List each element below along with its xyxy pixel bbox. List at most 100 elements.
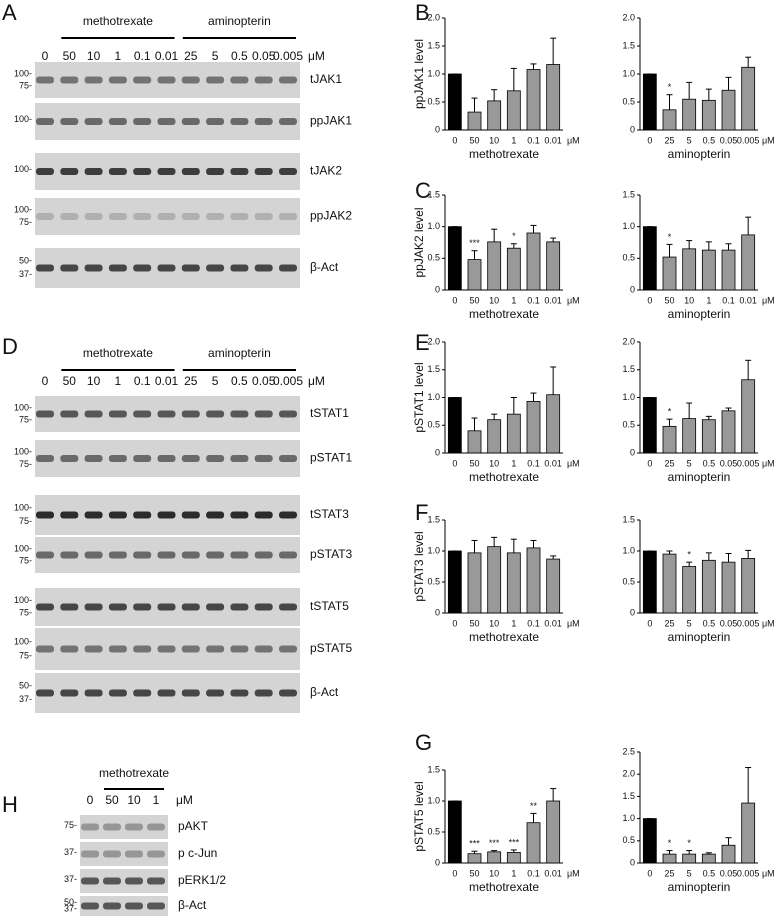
x-tick-label: 0.1 (527, 295, 540, 305)
band (84, 410, 103, 418)
bar (682, 566, 697, 614)
x-tick-label: 0 (452, 868, 457, 878)
y-tick-label: 1.5 (427, 364, 440, 374)
y-tick-label: 2.0 (622, 336, 635, 346)
bar (701, 419, 716, 454)
y-tick-label: 1.0 (427, 545, 440, 555)
panel-letter: A (2, 0, 17, 25)
y-tick-label: 2.0 (427, 12, 440, 22)
protein-label: tSTAT5 (310, 599, 349, 613)
x-tick-label: 0.01 (544, 295, 562, 305)
band (181, 213, 200, 220)
x-tick-label: 0 (647, 868, 652, 878)
lane-label: 5 (212, 49, 219, 63)
x-tick-label: 0.005 (737, 618, 760, 628)
significance: * (668, 232, 672, 242)
unit-label: μM (762, 135, 775, 145)
band (254, 511, 273, 519)
lane-label: 0.05 (252, 374, 276, 388)
x-tick-label: 0.01 (544, 135, 562, 145)
lane-label: 25 (184, 49, 198, 63)
band (36, 689, 54, 697)
panel-letter: E (415, 330, 430, 355)
y-tick-label: 0 (630, 447, 635, 457)
x-tick-label: 25 (664, 868, 674, 878)
protein-label: β-Act (310, 685, 339, 699)
significance: *** (489, 838, 500, 848)
band (133, 118, 152, 125)
bar (506, 552, 521, 614)
significance: * (512, 231, 516, 241)
bar (546, 558, 561, 614)
x-tick-label: 0 (647, 618, 652, 628)
band (60, 551, 79, 559)
unit-label: μM (567, 458, 580, 468)
bar (721, 89, 736, 131)
band (36, 645, 54, 653)
band (206, 213, 225, 220)
significance: *** (469, 839, 480, 849)
band (60, 455, 79, 462)
blot-strip (80, 896, 168, 916)
band (108, 118, 127, 125)
band (206, 410, 225, 418)
y-tick-label: 1.0 (622, 392, 635, 402)
band (133, 213, 152, 220)
y-tick-label: 1.5 (427, 189, 440, 199)
band (157, 118, 176, 125)
band (254, 213, 273, 220)
band (279, 264, 297, 272)
mw-marker: 37- (64, 904, 77, 914)
blot-strip (80, 842, 168, 866)
bar (682, 853, 697, 864)
lane-label: 0.01 (155, 49, 179, 63)
blot-strip (35, 198, 300, 235)
x-tick-label: 1 (706, 295, 711, 305)
significance: * (687, 838, 691, 848)
band (84, 264, 103, 272)
x-tick-label: 0.05 (720, 135, 738, 145)
unit-label: μM (567, 135, 580, 145)
y-tick-label: 2.5 (622, 746, 635, 756)
y-tick-label: 0.5 (622, 96, 635, 106)
x-tick-label: 0.5 (703, 868, 716, 878)
x-tick-label: 0.005 (737, 458, 760, 468)
x-tick-label: 0 (452, 618, 457, 628)
mw-marker: 50- (19, 256, 32, 266)
x-tick-label: 0.01 (544, 458, 562, 468)
band (254, 689, 273, 697)
bar (506, 852, 521, 864)
lane-label: 0.05 (252, 49, 276, 63)
x-tick-label: 0 (647, 458, 652, 468)
band (181, 645, 200, 653)
band (36, 603, 54, 611)
y-axis-label: ppJAK2 level (412, 207, 426, 277)
y-tick-label: 0 (435, 857, 440, 867)
protein-label: tSTAT1 (310, 406, 349, 420)
x-tick-label: 10 (489, 295, 499, 305)
band (133, 455, 152, 462)
protein-label: β-Act (310, 260, 339, 274)
x-tick-label: 50 (469, 135, 479, 145)
band (157, 511, 176, 519)
band (125, 902, 143, 910)
x-tick-label: 0.1 (527, 618, 540, 628)
x-tick-label: 0.1 (527, 458, 540, 468)
band (133, 689, 152, 697)
band (157, 213, 176, 220)
unit-label: μM (308, 49, 325, 63)
bar (741, 802, 756, 864)
bar (526, 400, 541, 454)
band (181, 264, 200, 272)
y-tick-label: 1.5 (622, 189, 635, 199)
band (279, 689, 297, 697)
x-tick-label: 1 (511, 868, 516, 878)
bar (741, 379, 756, 454)
bar (682, 248, 697, 291)
mw-marker: 75- (19, 608, 32, 618)
bar (487, 241, 502, 291)
bar (701, 853, 716, 864)
protein-label: β-Act (178, 898, 207, 912)
band (84, 603, 103, 611)
bar (701, 249, 716, 291)
